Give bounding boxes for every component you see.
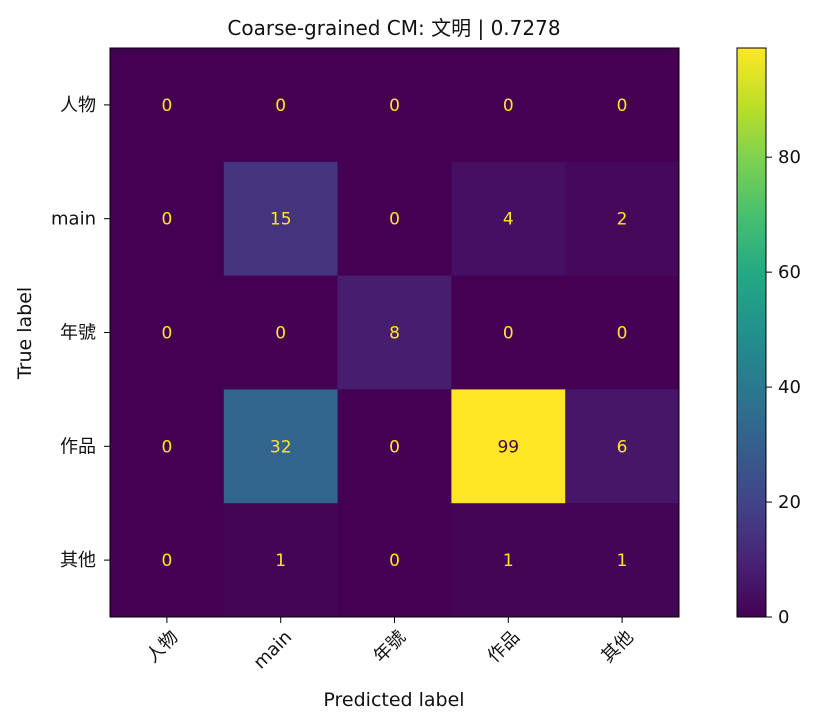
cell-value-label: 2 bbox=[617, 210, 628, 230]
colorbar-tick-label: 20 bbox=[778, 492, 801, 513]
cell-value-label: 1 bbox=[275, 551, 286, 571]
heatmap-cell bbox=[223, 389, 339, 504]
y-tick-label: main bbox=[51, 209, 96, 230]
x-tick-label: 作品 bbox=[484, 627, 524, 667]
y-axis-label: True label bbox=[14, 287, 36, 380]
heatmap-cell bbox=[565, 389, 680, 504]
colorbar-tick-label: 0 bbox=[778, 607, 789, 628]
heatmap-cell bbox=[110, 389, 225, 504]
heatmap-cell bbox=[337, 503, 452, 618]
cell-value-label: 0 bbox=[389, 96, 400, 116]
cell-value-label: 0 bbox=[161, 324, 172, 344]
heatmap-cell bbox=[451, 503, 566, 618]
colorbar-tick-label: 60 bbox=[778, 262, 801, 283]
cell-value-label: 0 bbox=[161, 96, 172, 116]
cell-value-label: 0 bbox=[389, 210, 400, 230]
colorbar bbox=[736, 47, 767, 618]
y-tick-label: 人物 bbox=[60, 95, 96, 116]
cell-value-label: 4 bbox=[503, 210, 514, 230]
cell-value-label: 32 bbox=[270, 437, 292, 457]
x-tick-label: 人物 bbox=[142, 627, 182, 667]
heatmap-cell bbox=[565, 275, 680, 390]
cell-value-label: 0 bbox=[161, 437, 172, 457]
y-tick-label: 作品 bbox=[60, 436, 96, 457]
cell-value-label: 0 bbox=[161, 551, 172, 571]
heatmap-cell bbox=[337, 275, 452, 390]
cell-value-label: 0 bbox=[275, 324, 286, 344]
heatmap-cell bbox=[110, 48, 225, 163]
y-tick-label: 其他 bbox=[60, 550, 96, 571]
cell-value-label: 15 bbox=[270, 210, 292, 230]
cell-value-label: 0 bbox=[161, 210, 172, 230]
heatmap-cell bbox=[337, 48, 452, 163]
x-tick-label: main bbox=[250, 627, 297, 674]
cell-value-label: 0 bbox=[389, 551, 400, 571]
cell-value-label: 99 bbox=[497, 437, 519, 457]
heatmap-cell bbox=[337, 161, 452, 277]
heatmap-cells bbox=[110, 48, 680, 618]
x-axis-ticks: 人物 main 年號 作品 其他 bbox=[142, 617, 638, 673]
heatmap-cell bbox=[451, 48, 566, 163]
cell-value-label: 0 bbox=[503, 96, 514, 116]
chart-title: Coarse-grained CM: 文明 | 0.7278 bbox=[227, 16, 560, 40]
cell-value-label: 0 bbox=[503, 324, 514, 344]
x-tick-label: 年號 bbox=[370, 627, 410, 667]
x-axis-label: Predicted label bbox=[323, 689, 464, 711]
cell-value-label: 1 bbox=[617, 551, 628, 571]
heatmap-cell bbox=[565, 503, 680, 618]
heatmap-cell bbox=[337, 389, 452, 504]
heatmap-cell bbox=[223, 48, 339, 163]
heatmap-cell bbox=[223, 161, 339, 277]
heatmap-cell bbox=[110, 503, 225, 618]
cell-value-label: 0 bbox=[389, 437, 400, 457]
heatmap-cell bbox=[223, 503, 339, 618]
heatmap-cell bbox=[451, 389, 566, 504]
heatmap-cell bbox=[223, 275, 339, 390]
heatmap-cell bbox=[451, 275, 566, 390]
colorbar-ticks: 0 20 40 60 80 bbox=[766, 147, 801, 628]
heatmap-cell bbox=[110, 161, 225, 277]
heatmap-cell bbox=[110, 275, 225, 390]
cell-value-labels: 0 0 0 0 0 0 15 0 4 2 0 0 8 0 0 0 32 0 99 6 0 1 0 1 1 bbox=[161, 96, 627, 571]
heatmap-cell bbox=[565, 48, 680, 163]
colorbar-tick-label: 40 bbox=[778, 377, 801, 398]
cell-value-label: 0 bbox=[275, 96, 286, 116]
heatmap-cell bbox=[565, 161, 680, 277]
heatmap-cell bbox=[451, 161, 566, 277]
colorbar-tick-label: 80 bbox=[778, 147, 801, 168]
cell-value-label: 0 bbox=[617, 324, 628, 344]
cell-value-label: 8 bbox=[389, 324, 400, 344]
cell-value-label: 6 bbox=[617, 437, 628, 457]
cell-value-label: 0 bbox=[617, 96, 628, 116]
x-tick-label: 其他 bbox=[597, 627, 637, 667]
y-tick-label: 年號 bbox=[60, 323, 96, 344]
cell-value-label: 1 bbox=[503, 551, 514, 571]
